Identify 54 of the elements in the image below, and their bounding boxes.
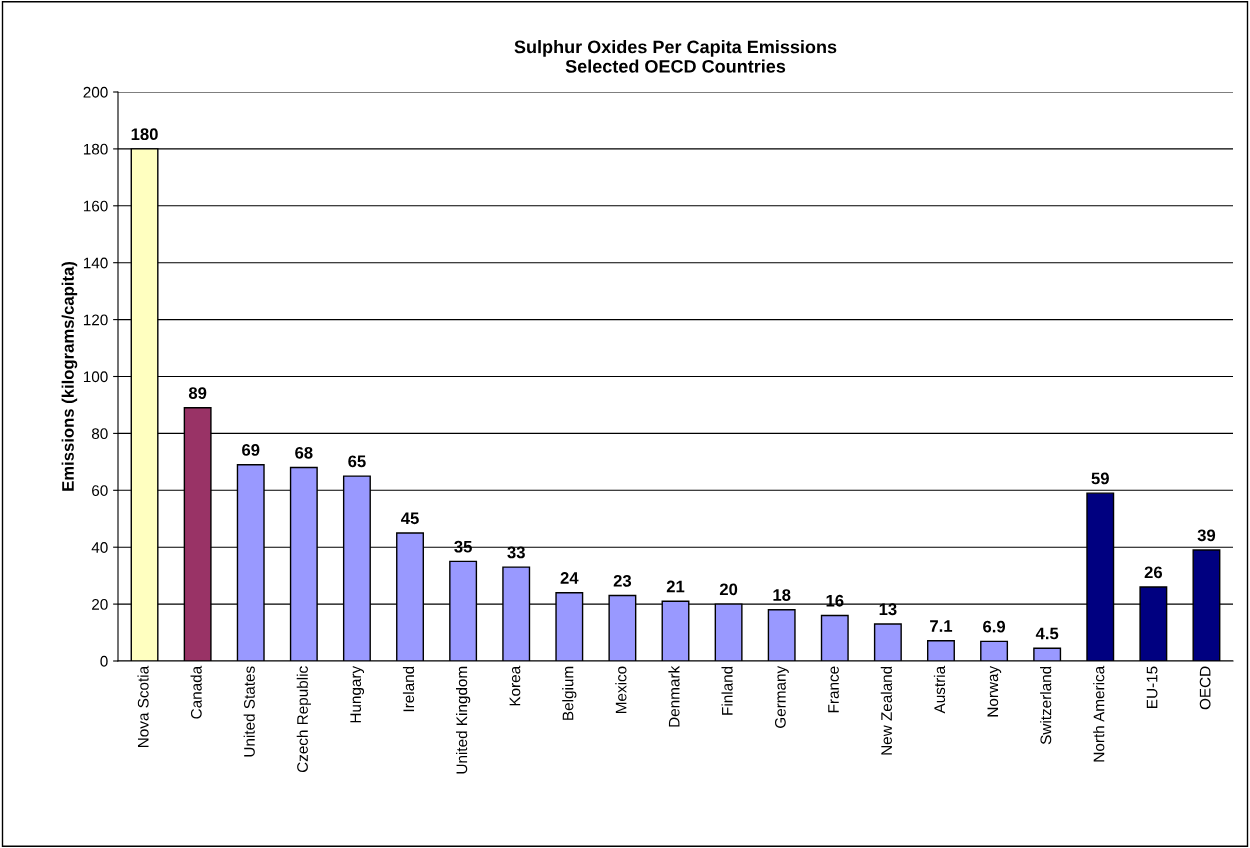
y-tick-label: 160: [83, 200, 108, 212]
x-tick-label: Austria: [933, 665, 946, 714]
data-label: 23: [613, 574, 632, 587]
x-tick-label: Canada: [190, 665, 202, 719]
data-label: 13: [879, 603, 897, 616]
data-label: 65: [348, 455, 366, 468]
y-tick-label: 20: [92, 598, 108, 610]
data-label: 45: [401, 512, 419, 525]
x-tick-label: New Zealand: [880, 666, 892, 755]
data-label: 24: [560, 572, 579, 584]
data-label: 59: [1091, 472, 1109, 485]
data-label: 68: [295, 446, 313, 459]
x-tick-label: Korea: [509, 665, 521, 706]
data-label: 21: [666, 580, 685, 593]
y-tick-label: 100: [83, 371, 108, 383]
y-tick-label: 60: [92, 485, 108, 496]
x-tick-label: North America: [1093, 665, 1105, 762]
y-tick-label: 200: [83, 86, 108, 98]
y-axis-title: Emissions (kilograms/capita): [61, 262, 78, 491]
data-label: 6.9: [983, 620, 1006, 633]
x-tick-label: Mexico: [615, 666, 627, 713]
data-label: 89: [188, 387, 207, 399]
data-label: 39: [1197, 529, 1216, 542]
x-tick-label: Belgium: [562, 666, 577, 720]
x-tick-label: Ireland: [402, 666, 415, 712]
x-tick-label: Hungary: [350, 665, 365, 723]
y-tick-label: 80: [91, 428, 108, 440]
x-tick-label: Germany: [774, 665, 789, 728]
x-tick-label: United States: [243, 666, 255, 757]
data-label: 26: [1144, 566, 1163, 579]
x-tick-label: United Kingdom: [456, 666, 471, 774]
x-tick-label: Nova Scotia: [137, 665, 149, 747]
data-label: 180: [131, 128, 158, 141]
y-tick-label: 0: [100, 655, 108, 667]
x-tick-label: Finland: [721, 666, 733, 715]
data-label: 69: [242, 444, 260, 456]
data-label: 4.5: [1035, 627, 1059, 640]
data-label: 7.1: [930, 620, 953, 632]
data-label: 18: [773, 589, 791, 601]
y-tick-label: 120: [83, 314, 108, 326]
x-tick-label: EU-15: [1146, 666, 1158, 708]
x-tick-label: Czech Republic: [296, 666, 311, 773]
data-label: 20: [719, 583, 738, 596]
y-tick-label: 40: [91, 542, 108, 553]
data-label: 33: [507, 546, 525, 559]
data-label: 16: [826, 594, 844, 607]
y-tick-label: 140: [83, 257, 108, 269]
x-tick-label: OECD: [1199, 666, 1211, 710]
x-tick-label: Denmark: [668, 665, 680, 727]
x-tick-label: Switzerland: [1040, 666, 1052, 745]
x-tick-label: France: [828, 666, 839, 713]
y-tick-label: 180: [83, 143, 108, 155]
x-tick-label: Norway: [987, 665, 1002, 717]
chart-title: Sulphur Oxides Per Capita Emissions Selected OECD Countries: [514, 40, 837, 73]
